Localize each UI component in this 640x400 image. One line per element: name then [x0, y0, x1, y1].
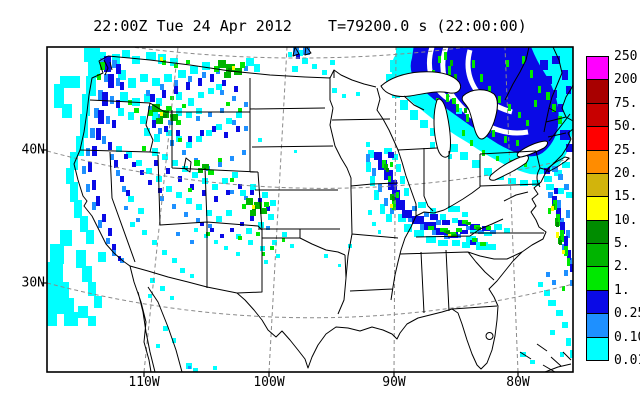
legend-value-label: 250. [614, 49, 640, 64]
x-axis-label: 80W [506, 375, 530, 390]
y-axis-label: 30N [21, 275, 45, 291]
legend-colorbox [586, 172, 609, 198]
axis-ticks [42, 149, 519, 377]
legend-value-label: 20. [614, 165, 638, 181]
legend-value-label: 5. [614, 236, 630, 252]
legend-colorbox [586, 336, 609, 361]
legend-value-label: 15. [614, 189, 638, 205]
legend-value-label: 10. [614, 212, 638, 228]
precip-cells-cy [47, 48, 573, 372]
legend-value-label: 1. [614, 282, 630, 298]
legend-colorbox [586, 313, 609, 338]
x-axis-label: 100W [253, 375, 285, 390]
state-borders [73, 47, 573, 372]
plot-title: 22:00Z Tue 24 Apr 2012 T=79200.0 s (22:0… [93, 17, 527, 35]
plot-frame [46, 46, 574, 373]
legend-value-label: 25. [614, 142, 638, 158]
x-axis-label: 110W [128, 375, 160, 390]
legend-colorbox [586, 196, 609, 221]
legend-colorbox [586, 79, 609, 104]
legend-value-label: 50. [614, 119, 638, 135]
legend-colorbox [586, 219, 609, 245]
legend-colorbox [586, 289, 609, 315]
legend-value-label: 0.10 [614, 329, 640, 345]
legend-value-label: 0.25 [614, 306, 640, 322]
legend-colorbox [586, 149, 609, 174]
legend-value-label: 0.01 [614, 353, 640, 368]
legend-value-label: 200. [614, 72, 640, 88]
x-axis-label: 90W [382, 375, 406, 390]
precip-layer [47, 47, 573, 372]
legend-value-label: 2. [614, 259, 630, 275]
legend-colorbox [586, 126, 609, 151]
legend-value-label: 75. [614, 95, 638, 111]
legend-colorbox [586, 266, 609, 291]
y-axis-label: 40N [21, 142, 45, 158]
legend-colorbox [586, 243, 609, 268]
precip-cells-yl [160, 57, 565, 254]
legend-colorbox [586, 56, 609, 81]
legend-colorbox [586, 102, 609, 128]
